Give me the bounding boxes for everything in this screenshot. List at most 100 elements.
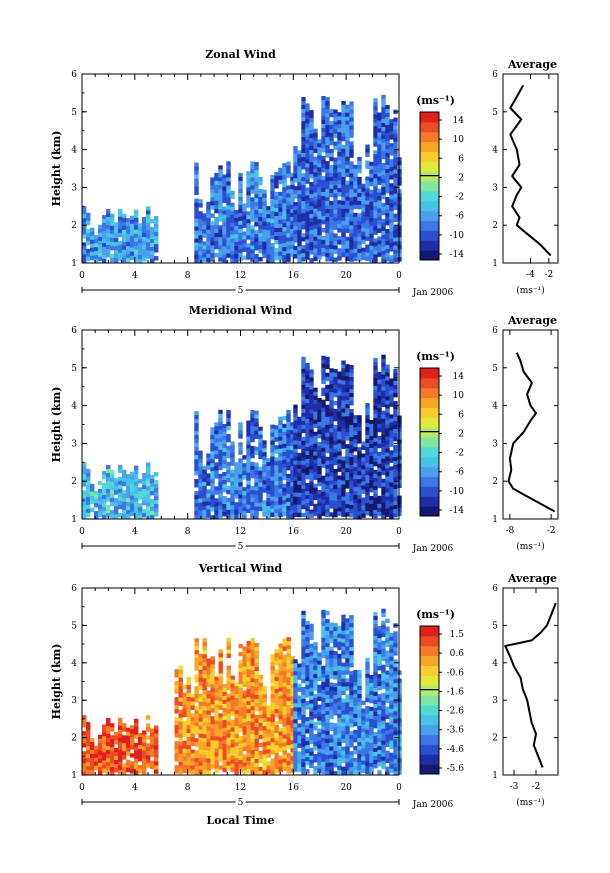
heatmap-cell	[254, 170, 259, 175]
heatmap-cell	[313, 431, 318, 437]
heatmap-cell	[345, 152, 350, 158]
heatmap-cell	[286, 429, 291, 435]
heatmap-cell	[250, 718, 255, 723]
heatmap-cell	[325, 165, 330, 170]
heatmap-cell	[118, 717, 123, 723]
heatmap-cell	[230, 723, 235, 728]
heatmap-cell	[337, 479, 342, 484]
heatmap-cell	[150, 227, 155, 232]
heatmap-cell	[250, 485, 255, 491]
heatmap-cell	[353, 677, 358, 683]
heatmap-cell	[226, 249, 231, 254]
heatmap-cell	[297, 687, 302, 692]
heatmap-cell	[226, 437, 231, 443]
heatmap-cell	[321, 451, 326, 457]
heatmap-cell	[214, 498, 219, 503]
heatmap-cell	[361, 497, 366, 502]
heatmap-cell	[194, 678, 199, 683]
heatmap-cell	[154, 216, 159, 221]
heatmap-cell	[301, 364, 306, 370]
heatmap-cell	[305, 673, 310, 678]
heatmap-cell	[274, 240, 279, 245]
heatmap-cell	[389, 450, 394, 455]
heatmap-cell	[238, 252, 243, 258]
heatmap-cell	[138, 255, 143, 260]
heatmap-cell	[266, 721, 271, 726]
heatmap-cell	[254, 214, 259, 219]
heatmap-cell	[206, 734, 211, 739]
heatmap-cell	[214, 422, 219, 427]
heatmap-cell	[321, 499, 326, 505]
heatmap-cell	[258, 426, 263, 432]
heatmap-cell	[278, 203, 283, 209]
heatmap-cell	[341, 196, 346, 202]
heatmap-cell	[349, 453, 354, 458]
heatmap-cell	[258, 205, 263, 210]
heatmap-cell	[282, 738, 287, 743]
heatmap-cell	[349, 743, 354, 748]
heatmap-cell	[202, 666, 207, 671]
heatmap-cell	[274, 745, 279, 750]
heatmap-cell	[282, 183, 287, 188]
heatmap-cell	[357, 678, 362, 683]
heatmap-cell	[325, 237, 330, 242]
heatmap-cell	[86, 754, 91, 759]
heatmap-cell	[202, 489, 207, 495]
heatmap-cell	[82, 462, 87, 467]
heatmap-cell	[198, 482, 203, 487]
heatmap-cell	[325, 181, 330, 186]
heatmap-cell	[190, 705, 195, 710]
heatmap-cell	[262, 718, 267, 723]
heatmap-cell	[202, 501, 207, 507]
heatmap-cell	[325, 746, 330, 752]
heatmap-cell	[349, 731, 354, 736]
heatmap-cell	[325, 245, 330, 250]
heatmap-cell	[186, 713, 191, 718]
heatmap-cell	[226, 757, 231, 762]
heatmap-cell	[385, 468, 390, 473]
heatmap-cell	[321, 387, 326, 393]
heatmap-cell	[345, 412, 350, 417]
heatmap-cell	[325, 622, 330, 628]
heatmap-cell	[274, 481, 279, 486]
heatmap-cell	[230, 469, 235, 474]
heatmap-cell	[242, 690, 247, 695]
heatmap-cell	[353, 196, 358, 202]
heatmap-cell	[226, 513, 231, 519]
heatmap-cell	[258, 770, 263, 776]
heatmap-cell	[130, 239, 135, 245]
heatmap-cell	[290, 454, 295, 459]
heatmap-cell	[250, 666, 255, 671]
heatmap-cell	[206, 253, 211, 259]
heatmap-cell	[309, 421, 314, 426]
heatmap-cell	[194, 431, 199, 436]
heatmap-cell	[373, 497, 378, 503]
heatmap-cell	[174, 697, 179, 702]
heatmap-cell	[242, 706, 247, 711]
heatmap-cell	[349, 105, 354, 110]
heatmap-cell	[222, 707, 227, 713]
heatmap-cell	[222, 731, 227, 737]
heatmap-cell	[214, 430, 219, 435]
heatmap-cell	[198, 510, 203, 515]
heatmap-cell	[246, 444, 251, 449]
heatmap-cell	[309, 210, 314, 215]
heatmap-cell	[301, 145, 306, 150]
heatmap-cell	[309, 735, 314, 741]
heatmap-cell	[393, 393, 398, 398]
heatmap-cell	[286, 753, 291, 758]
heatmap-cell	[385, 229, 390, 234]
heatmap-cell	[349, 513, 354, 518]
heatmap-cell	[381, 182, 386, 188]
heatmap-cell	[385, 177, 390, 182]
heatmap-cell	[258, 742, 263, 748]
heatmap-cell	[198, 765, 203, 771]
heatmap-cell	[102, 491, 107, 496]
heatmap-cell	[142, 229, 147, 234]
heatmap-cell	[301, 734, 306, 740]
heatmap-cell	[313, 714, 318, 719]
heatmap-cell	[218, 181, 223, 186]
heatmap-cell	[110, 477, 115, 483]
heatmap-cell	[138, 247, 143, 252]
heatmap-cell	[258, 189, 263, 194]
